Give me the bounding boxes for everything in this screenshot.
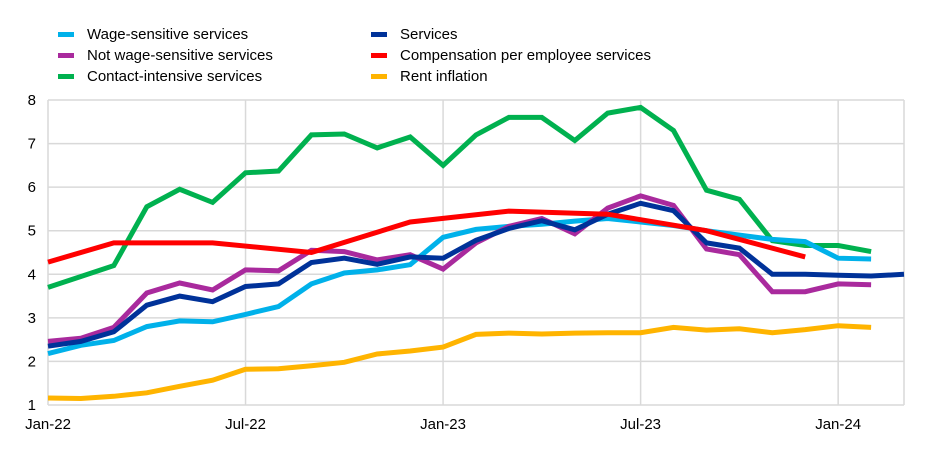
legend-label: Services bbox=[400, 25, 458, 43]
series-line-rent-inflation bbox=[47, 323, 872, 402]
legend-swatch-icon bbox=[58, 73, 74, 79]
y-axis: 1 2 3 4 5 6 7 8 bbox=[28, 92, 36, 414]
y-tick-label: 4 bbox=[28, 266, 36, 283]
legend-label: Compensation per employee services bbox=[400, 46, 651, 64]
series-lines bbox=[47, 104, 905, 402]
x-axis: Jan-22 Jul-22 Jan-23 Jul-23 Jan-24 bbox=[25, 416, 861, 433]
series-line-not-wage-sensitive-services bbox=[47, 193, 872, 344]
legend-label: Rent inflation bbox=[400, 67, 488, 85]
y-tick-label: 1 bbox=[28, 397, 36, 414]
legend-swatch-icon bbox=[371, 31, 387, 37]
chart-legend: Wage-sensitive services Not wage-sensitiv… bbox=[58, 24, 758, 86]
y-tick-label: 2 bbox=[28, 353, 36, 370]
series-line-compensation-per-employee-services bbox=[47, 208, 806, 265]
legend-item: Not wage-sensitive services bbox=[58, 45, 273, 65]
series-line-wage-sensitive-services bbox=[47, 215, 872, 357]
y-tick-label: 8 bbox=[28, 92, 36, 109]
legend-item: Contact-intensive services bbox=[58, 66, 262, 86]
legend-swatch-icon bbox=[371, 52, 387, 58]
x-tick-label: Jan-24 bbox=[815, 416, 861, 433]
legend-item: Services bbox=[371, 24, 458, 44]
legend-label: Wage-sensitive services bbox=[87, 25, 249, 43]
x-tick-label: Jan-23 bbox=[420, 416, 466, 433]
x-tick-label: Jul-23 bbox=[620, 416, 661, 433]
x-tick-label: Jan-22 bbox=[25, 416, 71, 433]
y-tick-label: 7 bbox=[28, 136, 36, 153]
grid-lines bbox=[47, 99, 905, 406]
legend-item: Compensation per employee services bbox=[371, 45, 651, 65]
y-tick-label: 5 bbox=[28, 223, 36, 240]
legend-swatch-icon bbox=[371, 73, 387, 79]
y-tick-label: 3 bbox=[28, 310, 36, 327]
y-tick-label: 6 bbox=[28, 179, 36, 196]
legend-item: Rent inflation bbox=[371, 66, 488, 86]
x-tick-label: Jul-22 bbox=[225, 416, 266, 433]
legend-label: Not wage-sensitive services bbox=[87, 46, 273, 64]
legend-swatch-icon bbox=[58, 31, 74, 37]
legend-swatch-icon bbox=[58, 52, 74, 58]
series-line-contact-intensive-services bbox=[47, 104, 872, 290]
legend-item: Wage-sensitive services bbox=[58, 24, 248, 44]
legend-label: Contact-intensive services bbox=[87, 67, 263, 85]
